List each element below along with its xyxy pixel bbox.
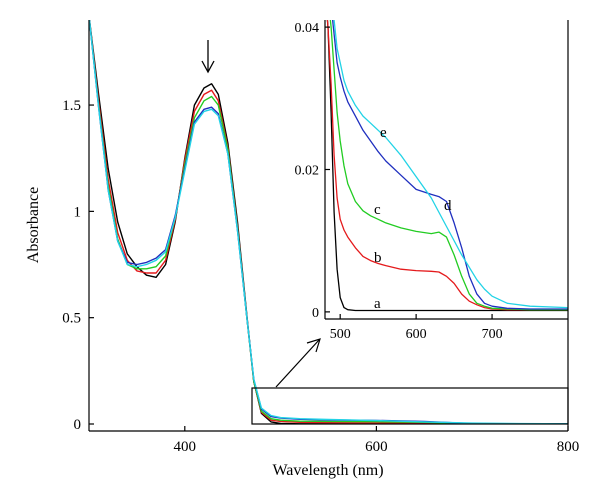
x-axis-title: Wavelength (nm) xyxy=(272,462,383,479)
inset-background xyxy=(325,20,568,319)
zoom-arrow xyxy=(275,338,321,388)
inset-x-tick-label: 500 xyxy=(330,327,351,342)
inset-curve-d xyxy=(331,20,568,310)
main-axes-frame xyxy=(88,20,569,432)
main-ticks: 0 0.5 1 1.5 400 600 800 xyxy=(62,98,579,455)
main-y-tick-label: 1 xyxy=(74,204,82,220)
inset-x-tick-label: 700 xyxy=(482,327,503,342)
inset-curve-a xyxy=(326,20,568,312)
zoom-region-box xyxy=(251,387,569,425)
main-curve-c xyxy=(89,20,568,425)
inset-x-tick-label: 600 xyxy=(406,327,427,342)
curve-label-c: c xyxy=(374,202,381,218)
main-x-tick-label: 800 xyxy=(557,439,580,455)
main-x-tick-label: 400 xyxy=(174,439,197,455)
curve-label-e: e xyxy=(380,125,387,141)
y-axis-title: Absorbance xyxy=(25,187,42,263)
peak-down-arrow xyxy=(201,40,215,74)
main-y-tick-label: 0 xyxy=(74,417,82,433)
main-y-tick-label: 1.5 xyxy=(62,98,81,114)
main-y-tick-label: 0.5 xyxy=(62,311,81,327)
inset-ticks: 0 0.02 0.04 500 600 700 xyxy=(295,21,503,342)
curve-label-b: b xyxy=(374,250,382,266)
inset-y-tick-label: 0.04 xyxy=(295,21,320,36)
main-x-tick-label: 600 xyxy=(365,439,388,455)
inset-curve-b xyxy=(326,20,568,311)
inset-plot-curves xyxy=(326,20,568,312)
inset-curve-e xyxy=(333,20,568,309)
inset-y-tick-label: 0 xyxy=(312,306,319,321)
curve-label-d: d xyxy=(444,198,452,214)
inset-curve-c xyxy=(329,20,568,311)
main-curve-e xyxy=(89,20,568,425)
inset-y-tick-label: 0.02 xyxy=(295,164,320,179)
curve-label-a: a xyxy=(374,296,381,312)
